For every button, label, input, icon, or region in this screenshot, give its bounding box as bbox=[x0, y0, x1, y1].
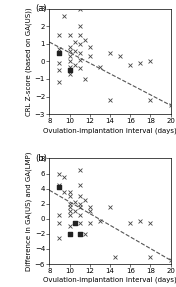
Point bbox=[114, 254, 117, 259]
Point bbox=[139, 61, 142, 65]
Point bbox=[58, 183, 61, 187]
Point bbox=[119, 54, 121, 58]
Point bbox=[88, 205, 91, 210]
Point bbox=[78, 24, 81, 28]
Point bbox=[68, 232, 71, 236]
Point bbox=[149, 220, 152, 225]
Point bbox=[73, 49, 76, 53]
Point bbox=[58, 80, 61, 85]
Point bbox=[78, 66, 81, 71]
Point bbox=[63, 190, 66, 195]
Text: (a): (a) bbox=[35, 4, 47, 13]
Point bbox=[78, 168, 81, 172]
Point bbox=[73, 40, 76, 44]
Point bbox=[58, 33, 61, 37]
Point bbox=[88, 54, 91, 58]
Point bbox=[149, 254, 152, 259]
Point bbox=[68, 64, 71, 69]
Point bbox=[68, 54, 71, 58]
Point bbox=[109, 205, 111, 210]
Point bbox=[68, 209, 71, 214]
Point bbox=[78, 57, 81, 62]
Point bbox=[99, 64, 101, 69]
Point bbox=[78, 50, 81, 55]
Point bbox=[78, 232, 81, 236]
Y-axis label: CRL Z-score (based on GA(US)): CRL Z-score (based on GA(US)) bbox=[26, 7, 32, 116]
Point bbox=[68, 213, 71, 217]
Point bbox=[58, 61, 61, 65]
Point bbox=[68, 201, 71, 206]
Point bbox=[68, 205, 71, 210]
Point bbox=[83, 198, 86, 202]
Point bbox=[129, 63, 132, 67]
Point bbox=[73, 200, 76, 205]
Point bbox=[68, 45, 71, 50]
X-axis label: Ovulation-implantation interval (days): Ovulation-implantation interval (days) bbox=[43, 127, 176, 134]
Point bbox=[73, 220, 76, 225]
Point bbox=[68, 59, 71, 64]
Point bbox=[68, 224, 71, 229]
Point bbox=[78, 183, 81, 187]
Point bbox=[58, 171, 61, 176]
Point bbox=[63, 13, 66, 18]
Point bbox=[58, 50, 61, 55]
Point bbox=[73, 209, 76, 214]
Point bbox=[83, 232, 86, 236]
Point bbox=[68, 194, 71, 199]
Point bbox=[109, 50, 111, 55]
Point bbox=[129, 220, 132, 225]
Point bbox=[68, 190, 71, 195]
Point bbox=[58, 185, 61, 189]
Point bbox=[78, 33, 81, 37]
Point bbox=[88, 209, 91, 214]
Point bbox=[88, 220, 91, 225]
Point bbox=[58, 68, 61, 73]
Point bbox=[58, 47, 61, 51]
Text: (b): (b) bbox=[35, 154, 47, 163]
Point bbox=[68, 71, 71, 76]
Point bbox=[83, 38, 86, 42]
Point bbox=[58, 235, 61, 240]
Point bbox=[139, 219, 142, 223]
Y-axis label: Difference in GA(US) and GA(LMP): Difference in GA(US) and GA(LMP) bbox=[26, 152, 32, 271]
Point bbox=[78, 194, 81, 199]
Point bbox=[99, 219, 101, 223]
Point bbox=[149, 59, 152, 64]
Point bbox=[78, 205, 81, 210]
Point bbox=[73, 63, 76, 67]
Point bbox=[58, 213, 61, 217]
Point bbox=[68, 68, 71, 73]
Point bbox=[88, 45, 91, 50]
Point bbox=[68, 33, 71, 37]
Point bbox=[63, 175, 66, 180]
Point bbox=[58, 220, 61, 225]
Point bbox=[78, 201, 81, 206]
Point bbox=[68, 49, 71, 53]
Point bbox=[169, 103, 172, 108]
Point bbox=[78, 6, 81, 11]
X-axis label: Ovulation-implantation interval (days): Ovulation-implantation interval (days) bbox=[43, 277, 176, 284]
Point bbox=[78, 220, 81, 225]
Point bbox=[83, 77, 86, 81]
Point bbox=[169, 258, 172, 263]
Point bbox=[149, 98, 152, 102]
Point bbox=[78, 213, 81, 217]
Point bbox=[78, 42, 81, 46]
Point bbox=[109, 98, 111, 102]
